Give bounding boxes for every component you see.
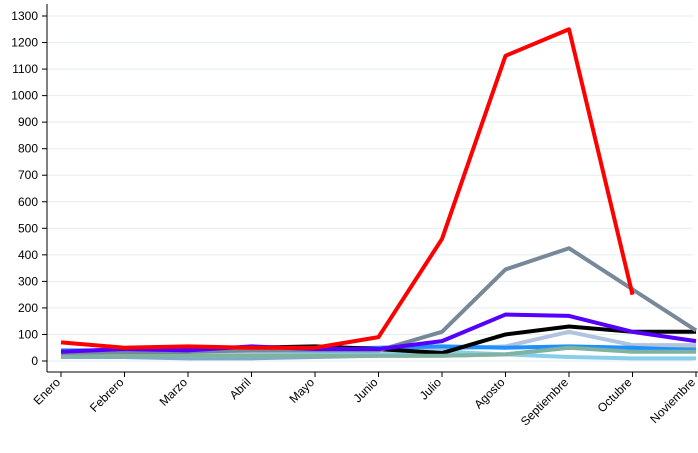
gridlines — [47, 15, 693, 362]
x-tick-label: Agosto — [471, 375, 508, 412]
series-line — [61, 345, 696, 358]
y-tick-label: 800 — [18, 142, 38, 156]
y-axis-ticks: 0 100 200 300 400 500 600 700 800 900 1000 1100 1200… — [11, 9, 47, 368]
axes — [46, 4, 698, 373]
x-tick-label: Abril — [227, 375, 254, 402]
x-tick-label: Octubre — [595, 375, 635, 415]
y-tick-label: 400 — [18, 248, 38, 262]
y-tick-label: 900 — [18, 115, 38, 129]
x-axis-ticks: Enero Febrero Marzo Abril Mayo Junio Julio Agos… — [31, 372, 698, 429]
series-line — [60, 312, 697, 354]
x-tick-label: Junio — [350, 375, 380, 405]
y-tick-label: 1200 — [11, 36, 38, 50]
y-tick-label: 300 — [18, 274, 38, 288]
x-tick-label: Noviembre — [647, 375, 698, 426]
y-tick-label: 700 — [18, 168, 38, 182]
x-tick-label: Febrero — [87, 375, 127, 415]
y-tick-label: 1300 — [11, 9, 38, 23]
series-lines — [60, 27, 698, 361]
y-tick-label: 200 — [18, 301, 38, 315]
y-tick-label: 1100 — [12, 62, 38, 76]
x-tick-label: Septiembre — [518, 375, 572, 429]
y-tick-label: 500 — [18, 221, 38, 235]
x-tick-label: Mayo — [286, 375, 317, 406]
x-tick-label: Enero — [31, 375, 64, 408]
x-tick-label: Julio — [417, 375, 445, 403]
y-tick-label: 600 — [18, 195, 38, 209]
x-tick-label: Marzo — [157, 375, 191, 409]
y-tick-label: 0 — [31, 354, 38, 368]
y-tick-label: 100 — [18, 327, 38, 341]
series-line — [60, 27, 635, 350]
y-tick-label: 1000 — [11, 89, 38, 103]
